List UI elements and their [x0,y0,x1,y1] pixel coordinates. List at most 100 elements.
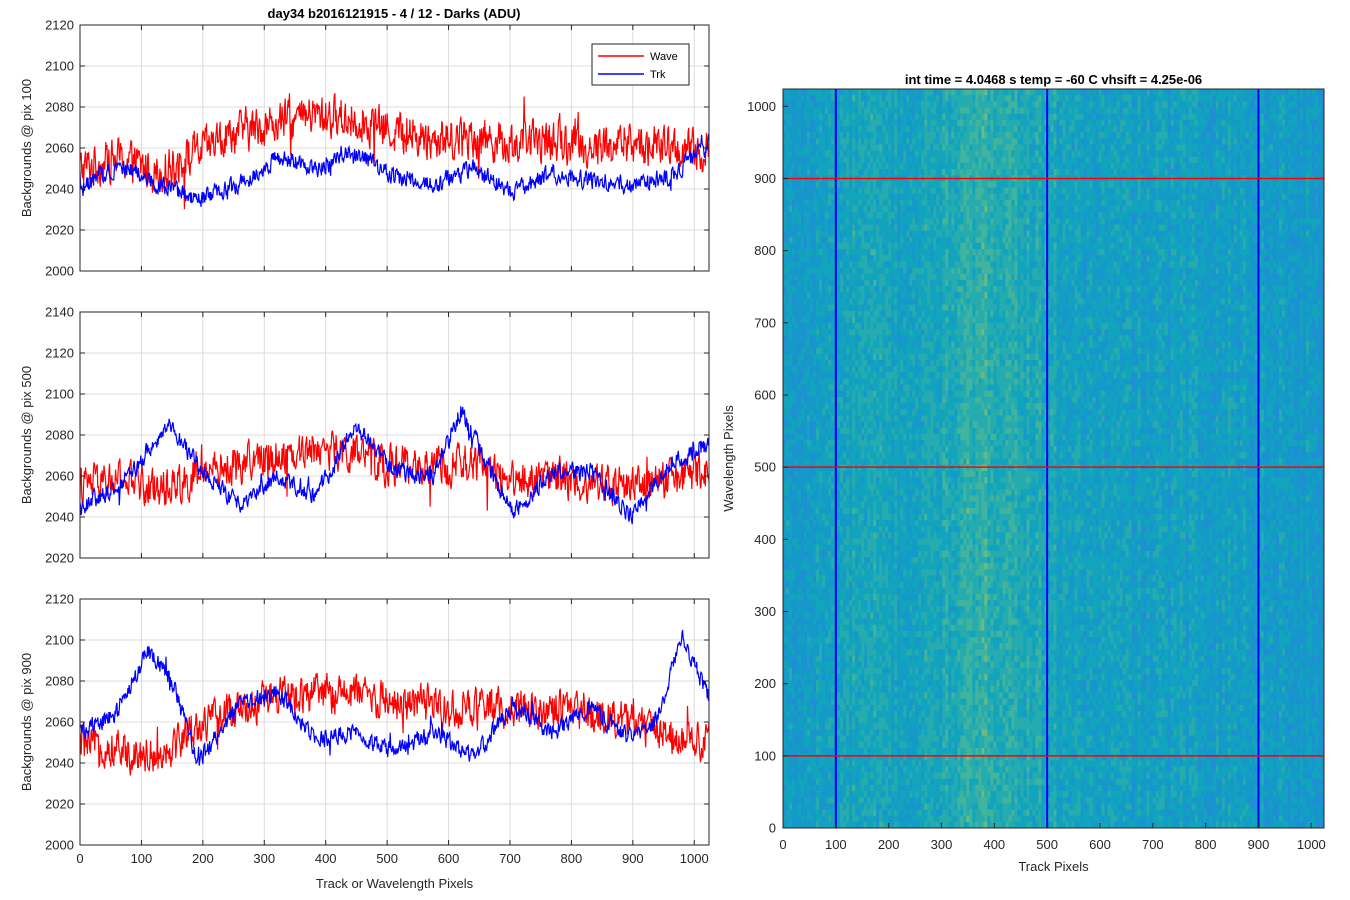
heatmap-cell [807,735,811,743]
heatmap-cell [849,643,853,650]
heatmap-cell [798,212,802,219]
heatmap-cell [813,353,817,361]
heatmap-cell [786,797,790,804]
heatmap-cell [879,119,883,127]
heatmap-cell [828,335,832,342]
heatmap-cell [858,680,862,687]
heatmap-cell [822,532,826,539]
heatmap-cell [816,575,820,583]
heatmap-cell [810,520,814,527]
heatmap-cell [855,784,859,792]
heatmap-cell [849,292,853,299]
heatmap-cell [795,212,799,219]
heatmap-cell [783,624,787,632]
heatmap-cell [822,421,826,429]
heatmap-cell [858,242,862,250]
heatmap-cell [861,267,865,275]
heatmap-cell [804,329,808,336]
heatmap-cell [897,359,901,367]
heatmap-cell [864,242,868,250]
heatmap-cell [840,550,844,558]
heatmap-cell [810,292,814,299]
heatmap-cell [894,772,898,780]
heatmap-cell [897,630,901,638]
heatmap-cell [840,316,844,324]
heatmap-cell [840,452,844,459]
heatmap-cell [897,747,901,755]
heatmap-cell [795,760,799,767]
heatmap-cell [837,710,841,718]
heatmap-cell [897,729,901,737]
heatmap-cell [786,113,790,121]
heatmap-cell [783,532,787,539]
heatmap-cell [828,261,832,268]
heatmap-cell [822,359,826,367]
heatmap-cell [792,390,796,398]
heatmap-cell [828,199,832,207]
heatmap-cell [861,298,865,305]
heatmap-cell [858,273,862,281]
heatmap-cell [819,735,823,743]
heatmap-cell [870,329,874,336]
heatmap-cell [894,735,898,743]
heatmap-cell [858,224,862,232]
heatmap-cell [876,353,880,361]
heatmap-cell [846,224,850,232]
heatmap-cell [825,132,829,139]
heatmap-cell [837,778,841,786]
heatmap-cell [816,643,820,650]
heatmap-cell [873,359,877,367]
heatmap-cell [855,501,859,509]
heatmap-cell [810,267,814,275]
heatmap-cell [798,242,802,250]
heatmap-cell [813,409,817,416]
heatmap-cell [831,741,835,749]
heatmap-cell [897,704,901,712]
heatmap-cell [867,267,871,275]
heatmap-cell [795,329,799,336]
heatmap-cell [810,784,814,792]
heatmap-cell [879,495,883,503]
heatmap-cell [795,150,799,158]
heatmap-cell [801,501,805,509]
series-line-wave [79,93,710,210]
heatmap-cell [807,723,811,730]
heatmap-cell [837,125,841,133]
heatmap-cell [798,206,802,213]
heatmap-cell [816,532,820,539]
heatmap-cell [852,729,856,737]
heatmap-cell [843,323,847,330]
heatmap-cell [810,501,814,509]
heatmap-cell [861,532,865,539]
heatmap-cell [864,772,868,780]
heatmap-cell [792,113,796,121]
heatmap-cell [822,803,826,810]
heatmap-cell [894,107,898,115]
heatmap-cell [873,520,877,527]
heatmap-cell [822,144,826,151]
heatmap-cell [816,489,820,496]
heatmap-cell [783,791,787,798]
heatmap-cell [888,692,892,700]
heatmap-cell [822,538,826,546]
heatmap-cell [825,458,829,466]
heatmap-cell [798,630,802,638]
heatmap-cell [897,144,901,151]
heatmap-cell [786,150,790,158]
heatmap-cell [855,710,859,718]
heatmap-cell [858,366,862,373]
heatmap-cell [816,520,820,527]
heatmap-cell [798,723,802,730]
heatmap-cell [810,427,814,435]
heatmap-cell [825,680,829,687]
heatmap-cell [828,809,832,817]
heatmap-cell [822,187,826,195]
heatmap-cell [819,440,823,447]
heatmap-cell [810,557,814,564]
heatmap-cell [840,797,844,804]
heatmap-cell [876,409,880,416]
heatmap-cell [810,630,814,638]
heatmap-cell [783,236,787,244]
heatmap-cell [807,261,811,268]
x-tick-label: 900 [622,851,644,866]
